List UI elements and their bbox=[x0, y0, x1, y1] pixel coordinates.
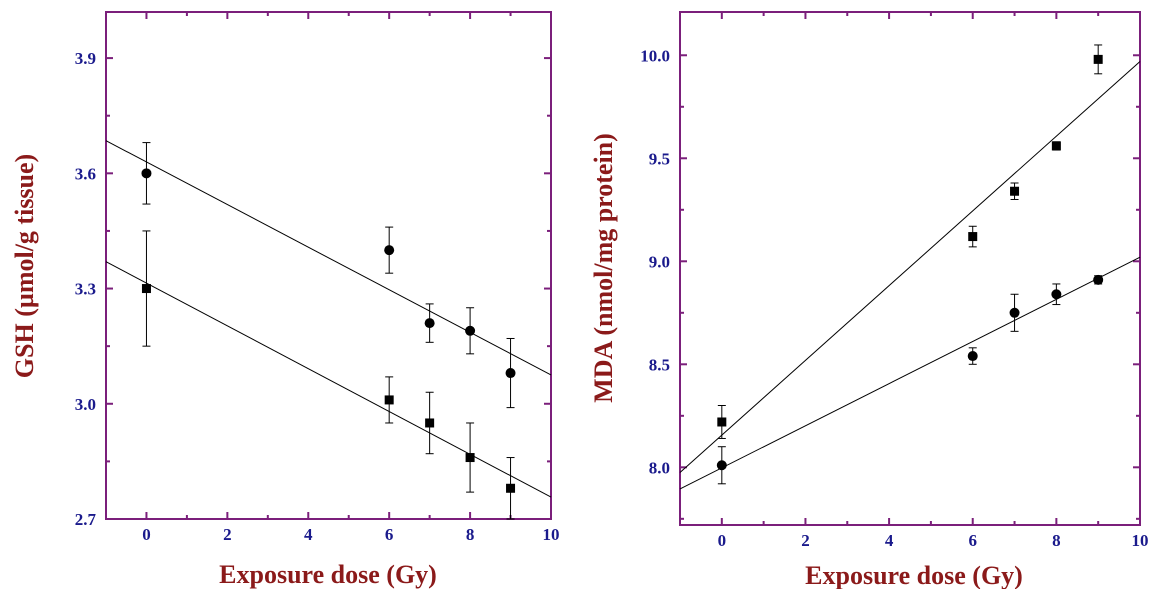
gsh-circle-marker bbox=[384, 245, 395, 256]
gsh-y-tick-label: 2.7 bbox=[75, 510, 97, 529]
gsh-point-circle bbox=[384, 226, 395, 274]
mda-x-tick-label: 4 bbox=[885, 531, 894, 550]
gsh-square-marker bbox=[141, 284, 151, 294]
gsh-square-marker bbox=[506, 483, 516, 493]
mda-x-tick-label: 10 bbox=[1132, 531, 1149, 550]
mda-y-tick-label: 9.5 bbox=[649, 149, 670, 168]
gsh-x-tick-label: 2 bbox=[223, 525, 232, 544]
mda-x-tick-label: 6 bbox=[968, 531, 977, 550]
mda-point-square bbox=[717, 405, 727, 439]
mda-point-circle bbox=[967, 347, 978, 365]
mda-x-tick-label: 2 bbox=[801, 531, 810, 550]
mda-y-tick-label: 8.5 bbox=[649, 355, 670, 374]
gsh-circle-marker bbox=[465, 325, 476, 336]
mda-square-marker bbox=[968, 232, 978, 242]
mda-y-tick-label: 9.0 bbox=[649, 252, 670, 271]
gsh-y-tick-label: 3.3 bbox=[75, 280, 96, 299]
gsh-square-marker bbox=[425, 418, 435, 428]
gsh-x-tick-label: 4 bbox=[304, 525, 313, 544]
mda-ticks bbox=[679, 12, 1141, 525]
gsh-fit-lines bbox=[105, 140, 552, 498]
gsh-plot-frame bbox=[105, 11, 552, 520]
mda-circle-marker bbox=[967, 351, 978, 362]
gsh-tick-labels: 0 2 4 6 8 10 2.7 3.0 3.3 3.6 3.9 bbox=[75, 49, 560, 544]
mda-circle-marker bbox=[716, 460, 727, 471]
gsh-x-tick-label: 0 bbox=[142, 525, 151, 544]
gsh-square-marker bbox=[465, 453, 475, 463]
mda-circle-marker bbox=[1009, 307, 1020, 318]
mda-point-square bbox=[1093, 44, 1103, 75]
gsh-fit-line-circle bbox=[105, 140, 552, 376]
gsh-point-square bbox=[425, 391, 435, 455]
mda-circle-marker bbox=[1093, 274, 1104, 285]
gsh-point-square bbox=[384, 376, 394, 424]
mda-x-axis-title: Exposure dose (Gy) bbox=[805, 561, 1023, 589]
gsh-point-square bbox=[465, 422, 475, 493]
gsh-point-circle bbox=[141, 142, 152, 205]
gsh-square-marker bbox=[384, 395, 394, 405]
mda-x-tick-label: 0 bbox=[718, 531, 727, 550]
mda-square-marker bbox=[1010, 186, 1020, 196]
gsh-point-circle bbox=[465, 307, 476, 355]
gsh-ticks bbox=[105, 12, 552, 520]
mda-plot-frame bbox=[679, 11, 1141, 526]
gsh-circle-marker bbox=[141, 168, 152, 179]
mda-square-marker bbox=[717, 417, 727, 427]
mda-y-tick-label: 10.0 bbox=[640, 46, 670, 65]
mda-fit-lines bbox=[679, 61, 1141, 490]
gsh-y-axis-title: GSH (µmol/g tissue) bbox=[10, 154, 39, 378]
gsh-y-tick-label: 3.9 bbox=[75, 49, 96, 68]
mda-fit-line-square bbox=[679, 61, 1141, 473]
gsh-point-square bbox=[506, 457, 516, 520]
gsh-circle-marker bbox=[505, 368, 516, 379]
gsh-chart: 0 2 4 6 8 10 2.7 3.0 3.3 3.6 3.9 Exposure dose (Gy… bbox=[10, 11, 560, 589]
gsh-x-axis-title: Exposure dose (Gy) bbox=[219, 560, 437, 589]
gsh-data-marks bbox=[141, 142, 516, 520]
mda-point-square bbox=[1010, 182, 1020, 200]
mda-point-square bbox=[968, 225, 978, 248]
mda-y-axis-title: MDA (nmol/mg protein) bbox=[589, 133, 618, 403]
gsh-point-circle bbox=[505, 337, 516, 409]
mda-circle-marker bbox=[1051, 289, 1062, 300]
mda-x-tick-label: 8 bbox=[1052, 531, 1061, 550]
mda-point-circle bbox=[716, 446, 727, 485]
gsh-y-tick-label: 3.0 bbox=[75, 395, 96, 414]
gsh-point-circle bbox=[424, 303, 435, 343]
gsh-x-tick-label: 10 bbox=[543, 525, 560, 544]
gsh-x-tick-label: 6 bbox=[385, 525, 394, 544]
mda-chart: 0 2 4 6 8 10 8.0 8.5 9.0 9.5 10.0 Exposure dose (G… bbox=[589, 11, 1149, 589]
mda-fit-line-circle bbox=[679, 256, 1141, 490]
mda-square-marker bbox=[1051, 141, 1061, 151]
gsh-point-square bbox=[141, 230, 151, 347]
mda-tick-labels: 0 2 4 6 8 10 8.0 8.5 9.0 9.5 10.0 bbox=[640, 46, 1148, 550]
mda-square-marker bbox=[1093, 54, 1103, 64]
mda-data-marks bbox=[716, 44, 1104, 485]
gsh-fit-line-square bbox=[105, 261, 552, 498]
mda-point-circle bbox=[1009, 293, 1020, 332]
gsh-x-tick-label: 8 bbox=[466, 525, 475, 544]
mda-point-square bbox=[1051, 141, 1061, 151]
gsh-y-tick-label: 3.6 bbox=[75, 164, 96, 183]
mda-point-circle bbox=[1051, 283, 1062, 306]
mda-y-tick-label: 8.0 bbox=[649, 458, 670, 477]
gsh-circle-marker bbox=[424, 318, 435, 329]
mda-point-circle bbox=[1093, 274, 1104, 285]
